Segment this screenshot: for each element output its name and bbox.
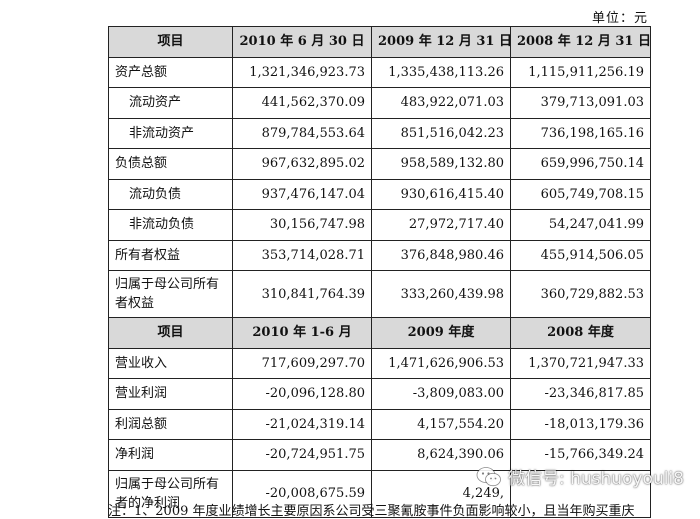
- cell-value: 958,589,132.80: [371, 148, 511, 180]
- cell-value: 1,335,438,113.26: [371, 56, 511, 88]
- table-row: 所有者权益 353,714,028.71 376,848,980.46 455,…: [108, 239, 651, 271]
- cell-value: 736,198,165.16: [510, 117, 651, 149]
- header-cell: 项目: [108, 26, 233, 58]
- cell-value: -23,346,817.85: [510, 378, 651, 410]
- cell-value: -15,766,349.24: [510, 439, 651, 471]
- row-label: 营业收入: [108, 347, 233, 379]
- watermark: 微信号: hushuoyouli8: [476, 464, 684, 489]
- table-row: 资产总额 1,321,346,923.73 1,335,438,113.26 1…: [108, 56, 651, 88]
- cell-value: 360,729,882.53: [510, 270, 651, 318]
- header-cell: 2009 年 12 月 31 日: [371, 26, 512, 58]
- cell-value: 333,260,439.98: [371, 270, 511, 318]
- cell-value: 441,562,370.09: [232, 87, 372, 119]
- header-cell: 2010 年 6 月 30 日: [232, 26, 372, 58]
- cell-value: 605,749,708.15: [510, 178, 651, 210]
- cell-value: 937,476,147.04: [232, 178, 372, 210]
- cell-value: 967,632,895.02: [232, 148, 372, 180]
- cell-value: 54,247,041.99: [510, 209, 651, 241]
- row-label: 净利润: [108, 439, 233, 471]
- header-cell: 2010 年 1-6 月: [232, 317, 372, 349]
- table-row: 负债总额 967,632,895.02 958,589,132.80 659,9…: [108, 148, 651, 180]
- cell-value: 27,972,717.40: [371, 209, 511, 241]
- cell-value: 379,713,091.03: [510, 87, 651, 119]
- table-row: 非流动负债 30,156,747.98 27,972,717.40 54,247…: [108, 209, 651, 241]
- financial-table: 项目 2010 年 6 月 30 日 2009 年 12 月 31 日 2008…: [108, 26, 651, 518]
- cell-value: 659,996,750.14: [510, 148, 651, 180]
- row-label: 营业利润: [108, 378, 233, 410]
- row-label: 利润总额: [108, 408, 233, 440]
- cell-value: 717,609,297.70: [232, 347, 372, 379]
- row-label: 非流动资产: [108, 117, 233, 149]
- table-row: 归属于母公司所有者权益 310,841,764.39 333,260,439.9…: [108, 270, 651, 318]
- cell-value: 1,370,721,947.33: [510, 347, 651, 379]
- table-row: 净利润 -20,724,951.75 8,624,390.06 -15,766,…: [108, 439, 651, 471]
- cell-value: 455,914,506.05: [510, 239, 651, 271]
- table-row: 利润总额 -21,024,319.14 4,157,554.20 -18,013…: [108, 408, 651, 440]
- cell-value: 1,471,626,906.53: [371, 347, 511, 379]
- table-header-row: 项目 2010 年 1-6 月 2009 年度 2008 年度: [108, 317, 651, 349]
- cell-value: 310,841,764.39: [232, 270, 372, 318]
- cell-value: 851,516,042.23: [371, 117, 511, 149]
- table-row: 流动资产 441,562,370.09 483,922,071.03 379,7…: [108, 87, 651, 119]
- header-cell: 项目: [108, 317, 233, 349]
- row-label: 负债总额: [108, 148, 233, 180]
- cell-value: 483,922,071.03: [371, 87, 511, 119]
- cell-value: -20,096,128.80: [232, 378, 372, 410]
- header-cell: 2009 年度: [371, 317, 511, 349]
- cell-value: 1,115,911,256.19: [510, 56, 651, 88]
- row-label: 所有者权益: [108, 239, 233, 271]
- cell-value: 376,848,980.46: [371, 239, 511, 271]
- row-label: 流动资产: [108, 87, 233, 119]
- unit-label: 单位：元: [591, 11, 648, 26]
- row-label: 归属于母公司所有者权益: [108, 270, 233, 318]
- cell-value: 4,157,554.20: [371, 408, 511, 440]
- watermark-text: 微信号: hushuoyouli8: [508, 469, 684, 489]
- table-row: 营业利润 -20,096,128.80 -3,809,083.00 -23,34…: [108, 378, 651, 410]
- row-label: 流动负债: [108, 178, 233, 210]
- row-label: 非流动负债: [108, 209, 233, 241]
- cell-value: -20,724,951.75: [232, 439, 372, 471]
- cell-value: -3,809,083.00: [371, 378, 511, 410]
- wechat-icon: [476, 466, 502, 488]
- cell-value: -18,013,179.36: [510, 408, 651, 440]
- table-row: 非流动资产 879,784,553.64 851,516,042.23 736,…: [108, 117, 651, 149]
- table-row: 营业收入 717,609,297.70 1,471,626,906.53 1,3…: [108, 347, 651, 379]
- table-header-row: 项目 2010 年 6 月 30 日 2009 年 12 月 31 日 2008…: [108, 26, 651, 58]
- cell-value: -21,024,319.14: [232, 408, 372, 440]
- header-cell: 2008 年 12 月 31 日: [510, 26, 651, 58]
- cell-value: 879,784,553.64: [232, 117, 372, 149]
- header-cell: 2008 年度: [510, 317, 651, 349]
- cell-value: 930,616,415.40: [371, 178, 511, 210]
- row-label: 资产总额: [108, 56, 233, 88]
- cell-value: 1,321,346,923.73: [232, 56, 372, 88]
- cell-value: 353,714,028.71: [232, 239, 372, 271]
- cell-value: 30,156,747.98: [232, 209, 372, 241]
- table-row: 流动负债 937,476,147.04 930,616,415.40 605,7…: [108, 178, 651, 210]
